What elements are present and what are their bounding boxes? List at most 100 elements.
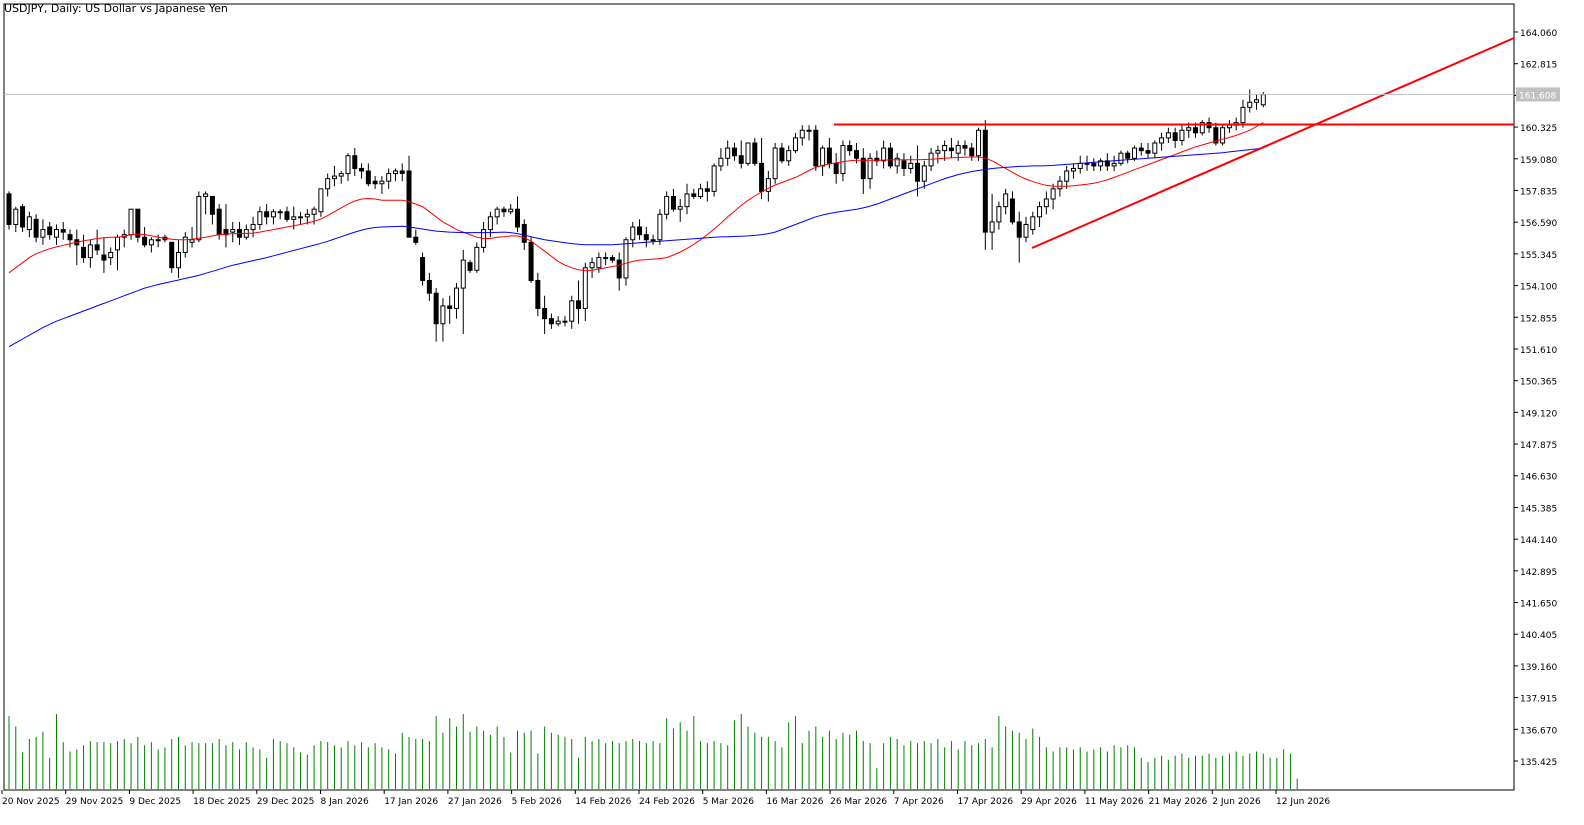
y-tick-label: 156.590 [1520, 219, 1557, 229]
candle-body [1009, 198, 1015, 223]
x-tick-label: 9 Dec 2025 [129, 797, 181, 807]
candle-body [433, 292, 439, 325]
candle-body [1213, 127, 1219, 144]
candle-body [501, 208, 507, 213]
candle-body [230, 229, 236, 233]
x-tick-label: 17 Apr 2026 [958, 797, 1014, 807]
y-tick-label: 137.915 [1520, 695, 1557, 705]
candle-body [114, 236, 120, 251]
candle-body [942, 145, 948, 152]
candle-body [969, 147, 975, 157]
candle-body [60, 229, 66, 233]
x-tick-label: 5 Mar 2026 [703, 797, 755, 807]
x-tick-label: 2 Jun 2026 [1212, 797, 1261, 807]
candle-body [1125, 152, 1131, 159]
candle-body [453, 287, 459, 309]
candle-body [1199, 122, 1205, 134]
candle-body [270, 211, 276, 218]
candle-body [623, 239, 629, 279]
candle-body [650, 239, 656, 242]
candle-body [738, 155, 744, 164]
candle-body [108, 251, 114, 259]
candle-body [386, 173, 392, 182]
candle-body [142, 236, 148, 246]
candle-body [135, 208, 141, 238]
candle-body [840, 145, 846, 175]
candle-body [189, 239, 195, 243]
candle-body [250, 223, 256, 231]
y-tick-label: 159.080 [1520, 156, 1557, 166]
candle-body [291, 216, 297, 220]
candle-body [1077, 162, 1083, 169]
ma-fast-line [8, 122, 1264, 274]
candle-body [284, 211, 290, 220]
candle-body [406, 170, 412, 238]
x-tick-label: 21 May 2026 [1149, 797, 1208, 807]
candle-body [298, 216, 304, 219]
y-tick-label: 144.140 [1520, 536, 1557, 546]
candle-body [935, 150, 941, 154]
candle-body [657, 213, 663, 241]
candle-body [786, 150, 792, 162]
candle-body [1138, 147, 1144, 152]
y-tick-label: 145.385 [1520, 504, 1557, 514]
candle-body [392, 170, 398, 175]
candle-body [704, 188, 710, 192]
candle-body [874, 157, 880, 162]
candle-body [1064, 170, 1070, 182]
candle-body [1193, 127, 1198, 134]
x-tick-label: 29 Nov 2025 [66, 797, 124, 807]
candle-body [521, 223, 527, 243]
candle-body [87, 244, 93, 259]
candle-body [128, 208, 134, 236]
x-tick-label: 26 Mar 2026 [830, 797, 887, 807]
candle-body [1070, 167, 1076, 172]
candle-body [725, 147, 731, 159]
candle-body [1043, 198, 1049, 208]
candle-body [887, 147, 893, 167]
candle-body [1152, 142, 1158, 154]
candle-body [474, 246, 480, 271]
candle-body [1131, 147, 1137, 159]
candle-body [569, 300, 575, 322]
candle-body [867, 157, 873, 180]
candle-body [1159, 137, 1165, 144]
x-tick-label: 29 Dec 2025 [257, 797, 315, 807]
candle-body [901, 160, 907, 169]
current-price-label: 161.608 [1519, 91, 1556, 101]
ma-slow-line [8, 147, 1264, 348]
candle-body [1254, 99, 1260, 103]
candle-body [94, 244, 100, 251]
candle-body [1172, 132, 1178, 141]
candle-body [996, 206, 1002, 223]
candle-body [1091, 162, 1097, 167]
candle-body [616, 259, 622, 279]
candle-body [1260, 94, 1266, 106]
candle-body [582, 267, 588, 309]
candle-body [1003, 193, 1009, 208]
y-tick-label: 155.345 [1520, 251, 1557, 261]
candle-body [908, 162, 914, 169]
y-tick-label: 151.610 [1520, 346, 1557, 356]
y-tick-label: 136.670 [1520, 726, 1557, 736]
candle-body [101, 254, 107, 261]
support-trendline [1031, 37, 1515, 249]
x-tick-label: 11 May 2026 [1085, 797, 1144, 807]
candle-body [1220, 127, 1226, 144]
candle-body [440, 305, 446, 325]
candle-body [148, 239, 154, 246]
candle-body [338, 173, 344, 177]
x-tick-label: 17 Jan 2026 [384, 797, 438, 807]
y-tick-label: 150.365 [1520, 378, 1557, 388]
candle-body [420, 257, 426, 281]
candle-body [989, 221, 995, 233]
candle-body [379, 180, 385, 185]
candle-body [515, 208, 520, 228]
candle-body [1179, 129, 1185, 141]
candle-body [948, 147, 954, 152]
y-tick-label: 160.325 [1520, 124, 1557, 134]
y-tick-label: 154.100 [1520, 283, 1557, 293]
candle-body [731, 147, 737, 157]
